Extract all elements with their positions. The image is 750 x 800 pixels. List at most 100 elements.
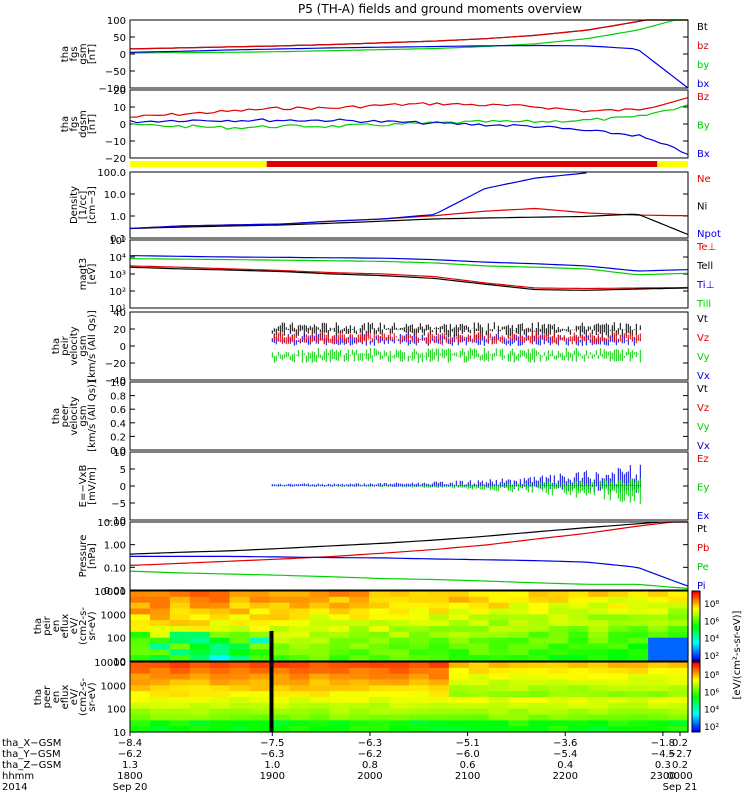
heatmap-cell bbox=[209, 620, 231, 627]
heatmap-cell bbox=[189, 673, 211, 681]
heatmap-cell bbox=[468, 608, 490, 615]
heatmap-cell bbox=[488, 662, 510, 669]
y-tick-label: −5 bbox=[111, 499, 126, 510]
heatmap-cell bbox=[588, 643, 609, 650]
heatmap-cell bbox=[508, 596, 530, 604]
heatmap-cell bbox=[508, 667, 530, 675]
heatmap-cell bbox=[668, 655, 689, 662]
heatmap-cell bbox=[249, 673, 271, 681]
heatmap-cell bbox=[548, 608, 570, 615]
heatmap-cell bbox=[349, 702, 370, 710]
heatmap-cell bbox=[249, 591, 271, 598]
heatmap-cell bbox=[269, 649, 291, 656]
heatmap-cell bbox=[169, 726, 191, 733]
heatmap-cell bbox=[389, 596, 410, 604]
colorbar-cell bbox=[692, 706, 700, 710]
heatmap-cell bbox=[149, 649, 171, 656]
heatmap-cell bbox=[409, 714, 430, 721]
colorbar-cell bbox=[692, 644, 700, 648]
y-axis-label: (cm2-s- bbox=[78, 607, 89, 645]
heatmap-cell bbox=[648, 667, 669, 675]
legend-label: Ni bbox=[697, 202, 707, 213]
y-axis-label: [km/s (All Qs)] bbox=[87, 380, 98, 452]
heatmap-cell bbox=[209, 608, 231, 615]
heatmap-cell bbox=[508, 726, 530, 733]
data-gap-marker bbox=[269, 631, 274, 661]
heatmap-cell bbox=[249, 608, 271, 615]
heatmap-cell bbox=[289, 620, 310, 627]
heatmap-cell bbox=[269, 679, 291, 686]
heatmap-cell bbox=[329, 697, 350, 704]
heatmap-cell bbox=[249, 708, 271, 716]
heatmap-cell bbox=[369, 596, 390, 604]
heatmap-cell bbox=[628, 643, 649, 650]
y-axis-label: en bbox=[51, 620, 62, 633]
heatmap-cell bbox=[448, 697, 470, 704]
colorbar-cell bbox=[692, 619, 700, 622]
legend-label: Till bbox=[696, 299, 711, 310]
colorbar-cell bbox=[692, 678, 700, 682]
heatmap-cell bbox=[548, 620, 570, 627]
heatmap-cell bbox=[389, 697, 410, 704]
heatmap-cell bbox=[648, 631, 669, 639]
heatmap-cell bbox=[289, 726, 310, 733]
heatmap-cell bbox=[289, 714, 310, 721]
heatmap-cell bbox=[329, 667, 350, 675]
heatmap-cell bbox=[488, 691, 510, 698]
y-axis-label: magt3 bbox=[78, 258, 89, 291]
x-row-label: tha_X−GSM bbox=[2, 738, 61, 749]
heatmap-cell bbox=[349, 626, 370, 633]
heatmap-cell bbox=[389, 614, 410, 621]
heatmap-cell bbox=[428, 685, 450, 692]
heatmap-cell bbox=[468, 708, 490, 716]
heatmap-cell bbox=[249, 714, 271, 721]
heatmap-cell bbox=[628, 691, 649, 698]
heatmap-cell bbox=[448, 614, 470, 621]
y-axis-label: [cm−3] bbox=[87, 186, 98, 224]
heatmap-cell bbox=[508, 691, 530, 698]
heatmap-cell bbox=[189, 726, 211, 733]
heatmap-cell bbox=[628, 655, 649, 662]
heatmap-cell bbox=[428, 702, 450, 710]
heatmap-cell bbox=[389, 708, 410, 716]
heatmap-cell bbox=[309, 602, 330, 610]
heatmap-cell bbox=[648, 685, 669, 692]
heatmap-cell bbox=[548, 643, 570, 650]
heatmap-cell bbox=[189, 667, 211, 675]
heatmap-cell bbox=[588, 591, 609, 598]
heatmap-cell bbox=[209, 655, 231, 662]
heatmap-cell bbox=[349, 655, 370, 662]
heatmap-cell bbox=[448, 626, 470, 633]
heatmap-cell bbox=[130, 714, 151, 721]
x-tick-label: 0000 bbox=[667, 771, 692, 782]
colorbar-cell bbox=[692, 683, 700, 686]
heatmap-cell bbox=[189, 591, 211, 598]
y-axis-label: en bbox=[51, 691, 62, 704]
legend-label: Bt bbox=[697, 22, 708, 33]
heatmap-cell bbox=[508, 591, 530, 598]
y-tick-label: 0.1 bbox=[110, 234, 126, 245]
y-axis-label: gsm bbox=[78, 43, 89, 64]
heatmap-cell bbox=[468, 596, 490, 604]
heatmap-cell bbox=[229, 685, 251, 692]
heatmap-cell bbox=[169, 631, 191, 639]
heatmap-cell bbox=[468, 667, 490, 675]
heatmap-cell bbox=[508, 614, 530, 621]
heatmap-cell bbox=[189, 720, 211, 727]
x-tick-label: −6.3 bbox=[358, 738, 382, 749]
heatmap-cell bbox=[389, 608, 410, 615]
colorbar-cell bbox=[692, 664, 700, 668]
y-tick-label: 10 bbox=[113, 448, 126, 459]
heatmap-cell bbox=[588, 637, 609, 645]
heatmap-cell bbox=[528, 708, 550, 716]
heatmap-cell bbox=[289, 649, 310, 656]
heatmap-cell bbox=[648, 708, 669, 716]
heatmap-cell bbox=[448, 673, 470, 681]
heatmap-cell bbox=[448, 662, 470, 669]
heatmap-cell bbox=[409, 673, 430, 681]
heatmap-cell bbox=[369, 708, 390, 716]
heatmap-cell bbox=[668, 643, 689, 650]
heatmap-cell bbox=[130, 596, 151, 604]
heatmap-cell bbox=[309, 631, 330, 639]
